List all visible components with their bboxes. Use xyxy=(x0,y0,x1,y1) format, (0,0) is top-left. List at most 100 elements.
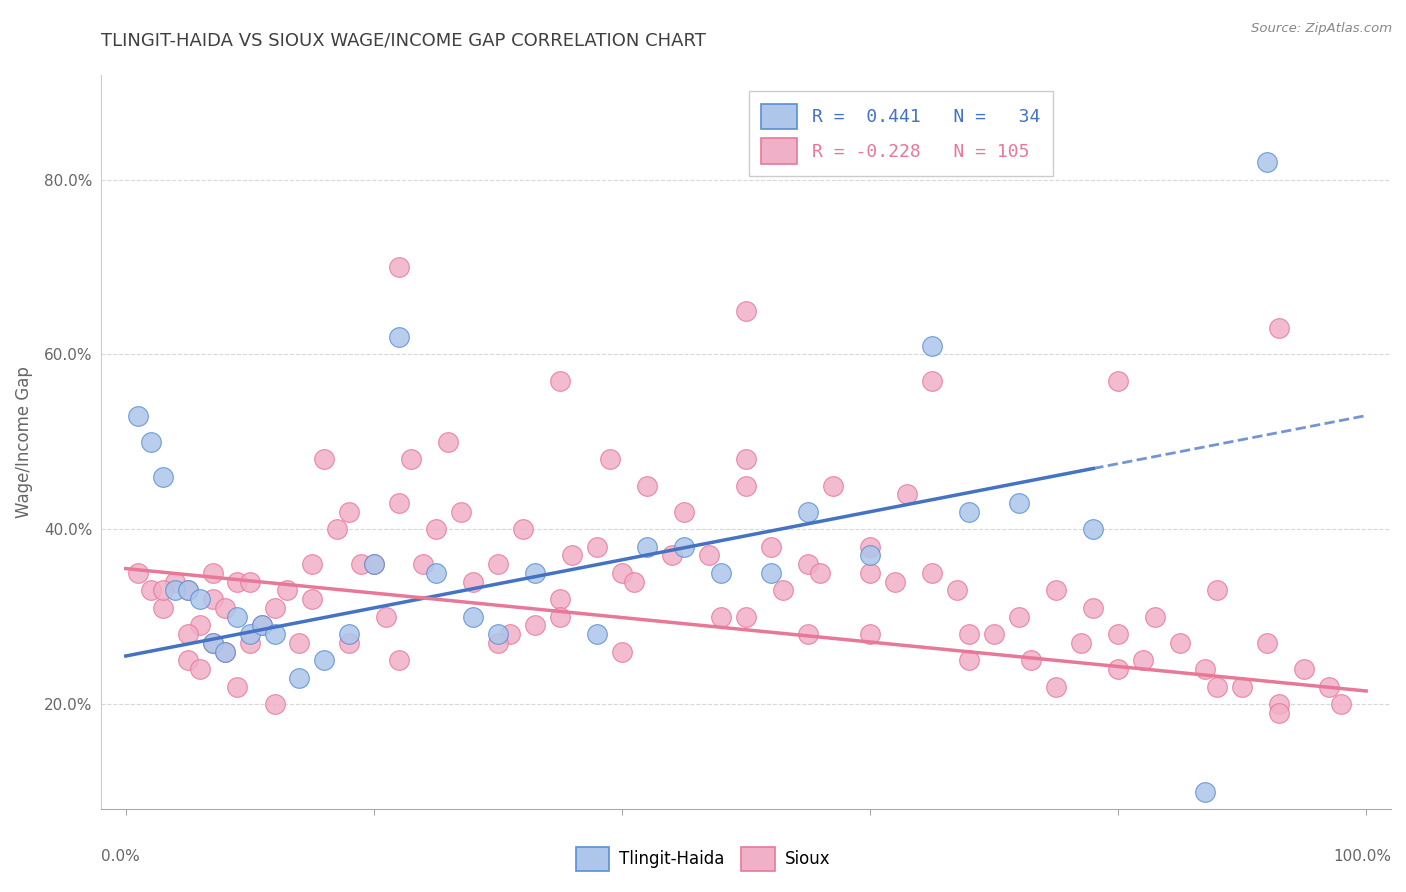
Point xyxy=(797,505,820,519)
Point xyxy=(375,609,398,624)
Point xyxy=(1107,662,1129,676)
Point xyxy=(859,627,882,641)
Point xyxy=(201,566,224,580)
Point xyxy=(250,618,273,632)
Point xyxy=(239,574,262,589)
Point xyxy=(1206,583,1229,598)
Point xyxy=(388,496,411,510)
Point xyxy=(388,653,411,667)
Point xyxy=(821,478,844,492)
Point xyxy=(388,330,411,344)
Point xyxy=(165,574,187,589)
Point xyxy=(1083,522,1105,536)
Point xyxy=(512,522,534,536)
Point xyxy=(859,540,882,554)
Point xyxy=(1132,653,1154,667)
Point xyxy=(1045,680,1067,694)
Point xyxy=(301,558,323,572)
Point xyxy=(710,566,733,580)
Point xyxy=(599,452,621,467)
Point xyxy=(586,540,609,554)
Point xyxy=(859,566,882,580)
Point xyxy=(1206,680,1229,694)
Point xyxy=(1107,374,1129,388)
Point xyxy=(883,574,905,589)
Point xyxy=(152,583,174,598)
Point xyxy=(152,469,174,483)
Point xyxy=(957,505,980,519)
Point xyxy=(1168,636,1191,650)
Point xyxy=(1256,155,1278,169)
Point xyxy=(301,592,323,607)
Point xyxy=(486,558,509,572)
Point xyxy=(188,618,211,632)
Point xyxy=(177,583,200,598)
Point xyxy=(226,609,249,624)
Point xyxy=(1194,662,1216,676)
Point xyxy=(1230,680,1253,694)
Point xyxy=(921,338,943,352)
Point xyxy=(672,505,695,519)
Point xyxy=(735,478,758,492)
Point xyxy=(188,662,211,676)
Point xyxy=(1083,601,1105,615)
Point xyxy=(177,653,200,667)
Point xyxy=(425,566,447,580)
Point xyxy=(1144,609,1167,624)
Point xyxy=(239,636,262,650)
Point xyxy=(461,574,484,589)
Point xyxy=(214,645,236,659)
Point xyxy=(337,505,360,519)
Point xyxy=(759,540,782,554)
Text: Source: ZipAtlas.com: Source: ZipAtlas.com xyxy=(1251,22,1392,36)
Point xyxy=(388,260,411,274)
Point xyxy=(735,452,758,467)
Point xyxy=(1008,496,1031,510)
Point xyxy=(263,601,285,615)
Point xyxy=(314,452,336,467)
Point xyxy=(486,636,509,650)
Point xyxy=(461,609,484,624)
Point xyxy=(548,609,571,624)
Point xyxy=(921,374,943,388)
Text: TLINGIT-HAIDA VS SIOUX WAGE/INCOME GAP CORRELATION CHART: TLINGIT-HAIDA VS SIOUX WAGE/INCOME GAP C… xyxy=(101,31,706,49)
Point xyxy=(697,549,720,563)
Point xyxy=(1294,662,1316,676)
Point xyxy=(1268,697,1291,711)
Point xyxy=(1008,609,1031,624)
Point xyxy=(808,566,831,580)
Point xyxy=(437,434,460,449)
Point xyxy=(921,566,943,580)
Point xyxy=(350,558,373,572)
Point xyxy=(201,592,224,607)
Point xyxy=(139,583,162,598)
Point xyxy=(177,583,200,598)
Point xyxy=(524,618,547,632)
Point xyxy=(1317,680,1340,694)
Point xyxy=(636,540,658,554)
Point xyxy=(226,680,249,694)
Text: 0.0%: 0.0% xyxy=(101,849,139,864)
Point xyxy=(250,618,273,632)
Point xyxy=(610,645,633,659)
Point xyxy=(263,697,285,711)
Legend: R =  0.441   N =   34, R = -0.228   N = 105: R = 0.441 N = 34, R = -0.228 N = 105 xyxy=(748,91,1053,177)
Point xyxy=(983,627,1005,641)
Point xyxy=(1045,583,1067,598)
Point xyxy=(896,487,918,501)
Y-axis label: Wage/Income Gap: Wage/Income Gap xyxy=(15,366,32,517)
Point xyxy=(548,592,571,607)
Point xyxy=(735,303,758,318)
Point xyxy=(957,653,980,667)
Point xyxy=(1268,706,1291,720)
Point xyxy=(1268,321,1291,335)
Text: 100.0%: 100.0% xyxy=(1333,849,1391,864)
Point xyxy=(201,636,224,650)
Point xyxy=(610,566,633,580)
Point xyxy=(288,671,311,685)
Point xyxy=(859,549,882,563)
Point xyxy=(710,609,733,624)
Point xyxy=(636,478,658,492)
Point xyxy=(486,627,509,641)
Point xyxy=(623,574,645,589)
